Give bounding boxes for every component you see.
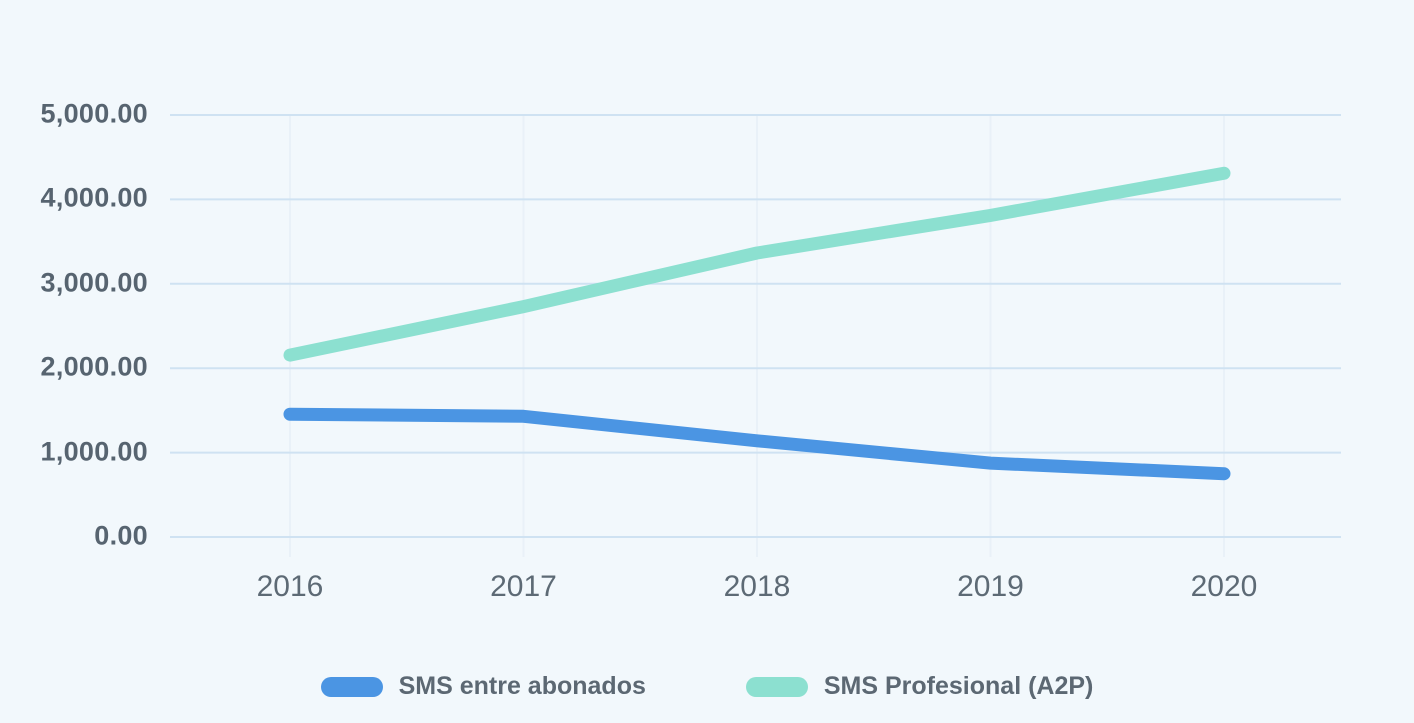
x-tick-label: 2020: [1190, 570, 1258, 603]
legend-item-sms-profesional-a2p[interactable]: SMS Profesional (A2P): [745, 672, 1094, 701]
y-tick-label: 3,000.00: [40, 267, 148, 298]
series-line-sms-entre-abonados: [283, 407, 1231, 481]
x-tick-label: 2019: [957, 570, 1024, 603]
x-tick-label: 2017: [490, 570, 557, 603]
legend-item-sms-entre-abonados[interactable]: SMS entre abonados: [320, 672, 646, 701]
y-tick-label: 0.00: [94, 520, 148, 551]
x-tick-label: 2016: [256, 570, 324, 603]
y-tick-label: 4,000.00: [40, 182, 148, 213]
legend-swatch: [320, 676, 383, 697]
legend-swatch: [745, 676, 808, 697]
legend: SMS entre abonados SMS Profesional (A2P): [0, 672, 1414, 701]
y-tick-label: 2,000.00: [40, 351, 148, 382]
legend-label: SMS entre abonados: [398, 672, 646, 700]
y-tick-label: 1,000.00: [40, 435, 148, 466]
legend-label: SMS Profesional (A2P): [823, 672, 1094, 700]
y-tick-label: 5,000.00: [40, 98, 148, 129]
x-tick-label: 2018: [723, 570, 791, 603]
series-line-sms-profesional-a2p: [283, 166, 1231, 362]
